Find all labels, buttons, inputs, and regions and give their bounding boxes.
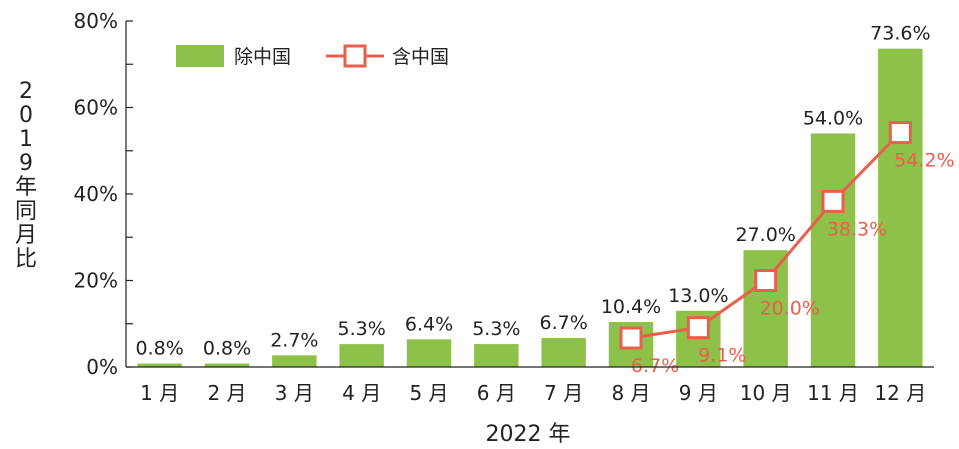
bar-value-label: 5.3% (338, 318, 386, 340)
y-axis-title-char: 9 (19, 151, 33, 176)
bar-value-label: 10.4% (601, 296, 661, 318)
bar (406, 339, 452, 367)
x-tick-label: 8 月 (611, 381, 650, 405)
bar (810, 133, 856, 367)
line-value-label: 54.2% (894, 150, 954, 172)
y-tick-label: 20% (74, 269, 118, 293)
x-tick-label: 10 月 (740, 381, 792, 405)
y-tick-label: 60% (74, 96, 118, 120)
legend-bar-swatch (176, 45, 224, 67)
y-axis-title-char: 年 (15, 175, 37, 200)
bar-value-label: 5.3% (472, 318, 520, 340)
x-tick-label: 1 月 (140, 381, 179, 405)
bar (878, 48, 923, 368)
bar-value-label: 6.4% (405, 313, 453, 335)
line-marker (754, 269, 778, 292)
x-axis-title: 2022 年 (486, 422, 571, 447)
y-axis-title-char: 2 (19, 79, 33, 104)
legend-line-marker (343, 44, 367, 68)
line-marker (821, 189, 845, 213)
bar (474, 344, 519, 367)
x-tick-label: 6 月 (477, 381, 516, 405)
line-marker (619, 326, 643, 350)
y-tick-label: 80% (74, 9, 118, 33)
bar-value-label: 13.0% (668, 285, 728, 307)
x-tick-label: 3 月 (275, 381, 314, 405)
bar (272, 355, 317, 367)
bar-value-label: 0.8% (203, 338, 251, 360)
bar-value-label: 0.8% (136, 338, 184, 360)
y-axis-title-char: 月 (15, 223, 37, 248)
y-axis-title-char: 同 (15, 199, 37, 224)
y-axis-title: 2 0 1 9 年同月比 (15, 79, 37, 272)
line-value-label: 20.0% (759, 298, 819, 320)
bar (137, 363, 182, 367)
line-series: 6.7% 9.1% 20.0% 38.3% 54.2% (619, 121, 955, 377)
bar (541, 338, 586, 367)
bar-labels: 0.8% 0.8% 2.7% 5.3% 6.4% 5.3% 6.7% 10.4% 13.0% 27… (136, 23, 931, 360)
bar (339, 344, 384, 367)
legend-bar-label: 除中国 (234, 46, 291, 68)
x-tick-label: 7 月 (544, 381, 583, 405)
line-value-label: 9.1% (698, 345, 746, 367)
legend-line-label: 含中国 (392, 46, 449, 68)
x-tick-label: 5 月 (409, 381, 448, 405)
y-axis-title-char: 0 (19, 103, 33, 128)
line-marker (888, 121, 912, 145)
bar-value-label: 27.0% (735, 224, 795, 246)
bar-value-label: 2.7% (270, 329, 318, 351)
y-axis-title-char: 1 (19, 127, 33, 152)
bar (204, 363, 250, 367)
x-tick-label: 9 月 (679, 381, 718, 405)
x-tick-label: 4 月 (342, 381, 381, 405)
y-axis: 0% 20% 40% 60% 80% (74, 9, 133, 379)
y-tick-label: 0% (86, 355, 118, 379)
line-marker (686, 316, 710, 340)
bar-value-label: 73.6% (870, 23, 930, 45)
line-value-label: 6.7% (631, 355, 679, 377)
x-axis: 1 月 2 月 3 月 4 月 5 月 6 月 7 月 8 月 9 月 10 月 11 月 12 月 (126, 366, 934, 405)
x-tick-label: 11 月 (807, 381, 859, 405)
legend: 除中国 含中国 (176, 44, 449, 68)
y-axis-title-char: 比 (15, 247, 37, 272)
x-tick-label: 12 月 (874, 381, 926, 405)
bar-value-label: 6.7% (540, 312, 588, 334)
bar-value-label: 54.0% (803, 107, 863, 129)
line-value-label: 38.3% (827, 218, 887, 240)
y-tick-label: 40% (74, 182, 118, 206)
x-tick-label: 2 月 (207, 381, 246, 405)
